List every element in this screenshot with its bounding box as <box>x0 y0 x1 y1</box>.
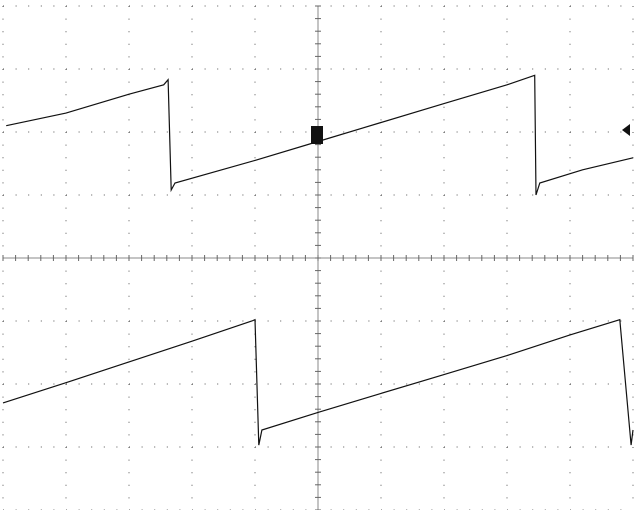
background <box>0 0 634 510</box>
page: (() => { const data = JSON.parse(documen… <box>0 0 634 510</box>
scope-screen <box>0 0 634 510</box>
